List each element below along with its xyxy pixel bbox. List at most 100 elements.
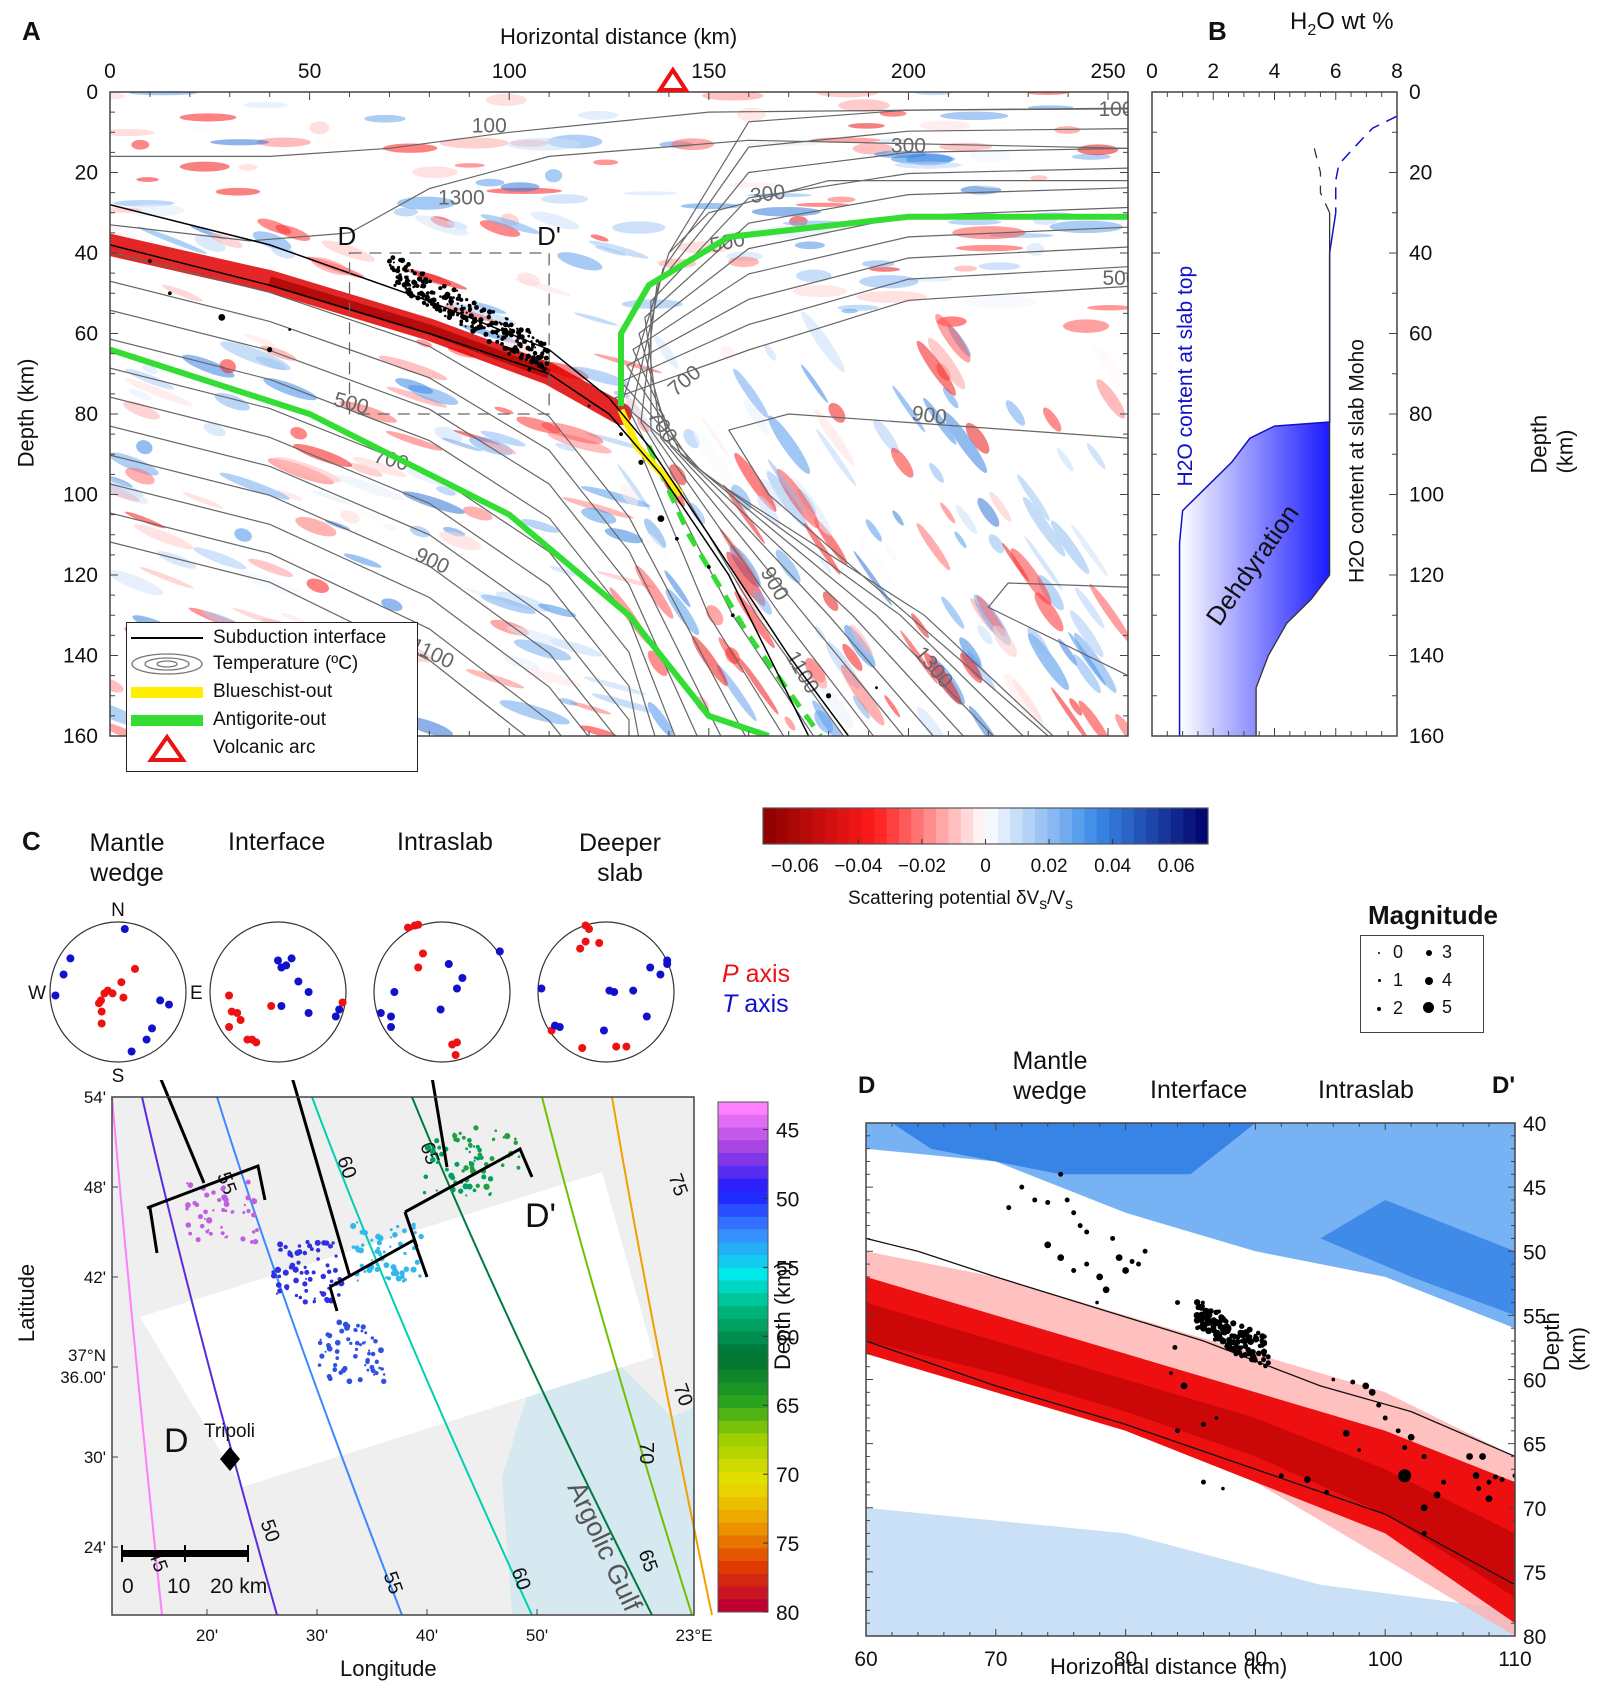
isotherm-label: 1300 (438, 187, 485, 210)
depth-colorbar-segment (718, 1204, 768, 1218)
earthquake-point (1213, 1318, 1219, 1324)
velocity-low-core (866, 1302, 1515, 1598)
heatmap-blob (340, 510, 360, 524)
heatmap-blob (955, 244, 1024, 252)
heatmap-blob (1043, 407, 1062, 432)
legend-item-temperature: Temperature (ºC) (127, 651, 358, 677)
earthquake-point (1493, 1474, 1498, 1480)
heatmap-blob (978, 262, 1021, 271)
earthquake-point (532, 350, 538, 356)
epicenter-point (287, 1251, 293, 1257)
earthquake-point (452, 313, 455, 317)
heatmap-blob (955, 504, 977, 535)
earthquake-point (465, 318, 469, 323)
bracket-mantle-wedge-tick (148, 1207, 159, 1254)
direction-label-n: N (111, 900, 125, 921)
isotherm-label: 500 (1102, 267, 1137, 290)
heatmap-blob (194, 234, 226, 252)
isotherm-label: 300 (891, 134, 926, 157)
heatmap-blob (129, 92, 198, 96)
p-axis-legend: P axis (722, 960, 791, 988)
epicenter-point (382, 1373, 386, 1376)
depth-colorbar-label: Depth (km) (770, 1261, 795, 1370)
earthquake-point (535, 339, 540, 343)
depth-colorbar-segment (718, 1306, 768, 1320)
heatmap-blob (775, 549, 801, 584)
heatmap-blob (700, 416, 730, 458)
heatmap-blob (992, 625, 1017, 658)
heatmap-blob (411, 166, 458, 178)
heatmap-blob (243, 101, 288, 109)
earthquake-point (518, 327, 524, 333)
earthquake-point (706, 565, 711, 569)
isotherm-line (110, 107, 1128, 157)
epicenter-point (360, 1243, 365, 1247)
magnitude-dot-icon (1378, 951, 1380, 954)
heatmap-blob (671, 138, 715, 151)
y-tick-label: 42' (84, 1268, 106, 1287)
y-tick-label: 45 (1523, 1177, 1546, 1200)
earthquake-point (544, 361, 550, 367)
heatmap-blob (383, 143, 438, 153)
epicenter-point (413, 1230, 417, 1235)
heatmap-blob (849, 624, 873, 656)
earthquake-point (288, 328, 292, 331)
epicenter-point (483, 1183, 490, 1190)
earthquake-point (459, 322, 463, 327)
earthquake-point (388, 263, 392, 267)
epicenter-point (370, 1351, 376, 1357)
heatmap-blob (1049, 220, 1123, 234)
colorbar-segment (874, 808, 888, 844)
earthquake-point (502, 345, 508, 352)
earthquake-point (1196, 1303, 1202, 1310)
epicenter-point (195, 1237, 201, 1243)
earthquake-point (1172, 1344, 1178, 1350)
heatmap-blob (720, 345, 736, 361)
heatmap-blob (733, 368, 769, 418)
heatmap-blob (524, 668, 582, 688)
earthquake-point (1485, 1495, 1493, 1503)
earthquake-point (544, 348, 551, 354)
isotherm-line (110, 483, 589, 736)
depth-contour (216, 1096, 403, 1616)
connector-interface (291, 1080, 352, 1278)
x-tick-label: 80 (1114, 1648, 1137, 1671)
earthquake-point (402, 283, 405, 286)
depth-colorbar-segment (718, 1433, 768, 1447)
earthquake-point (1362, 1382, 1370, 1390)
heatmap-blob (965, 422, 990, 454)
heatmap-blob (842, 643, 863, 671)
y-tick-label: 0 (86, 81, 98, 104)
epicenter-point (319, 1338, 322, 1341)
heatmap-blob (306, 578, 330, 593)
t-axis-point (495, 947, 504, 956)
earthquake-point (515, 339, 519, 343)
velocity-high-lower-region (866, 1507, 1515, 1636)
earthquake-point (1084, 1229, 1090, 1235)
cross-section-label-d-prime: D' (537, 221, 561, 251)
depth-colorbar-segment (718, 1229, 768, 1243)
stereonet-title-interface: Interface (228, 828, 326, 856)
heatmap-blob (635, 565, 674, 619)
heatmap-blob (378, 355, 448, 381)
epicenter-point (332, 1367, 338, 1373)
heatmap-blob (280, 612, 305, 623)
heatmap-blob (516, 416, 561, 434)
depth-contour (111, 1096, 163, 1616)
depth-colorbar-segment (718, 1459, 768, 1473)
isotherm-line (727, 413, 1128, 736)
p-axis-point (338, 998, 347, 1007)
epicenter-point (294, 1293, 299, 1298)
colorbar-segment (775, 808, 789, 844)
t-axis-legend: T axis (722, 990, 789, 1018)
p-axis-point (414, 963, 423, 972)
earthquake-point (1262, 1334, 1267, 1339)
earthquake-point (1303, 1476, 1311, 1483)
earthquake-point (473, 316, 478, 321)
colorbar-segment (1183, 808, 1197, 844)
depth-colorbar-segment (718, 1165, 768, 1179)
earthquake-point (439, 295, 442, 298)
slab-moho-label: H2O content at slab Moho (1345, 339, 1368, 583)
heatmap-blob (647, 650, 668, 677)
p-axis-point (451, 1051, 460, 1059)
